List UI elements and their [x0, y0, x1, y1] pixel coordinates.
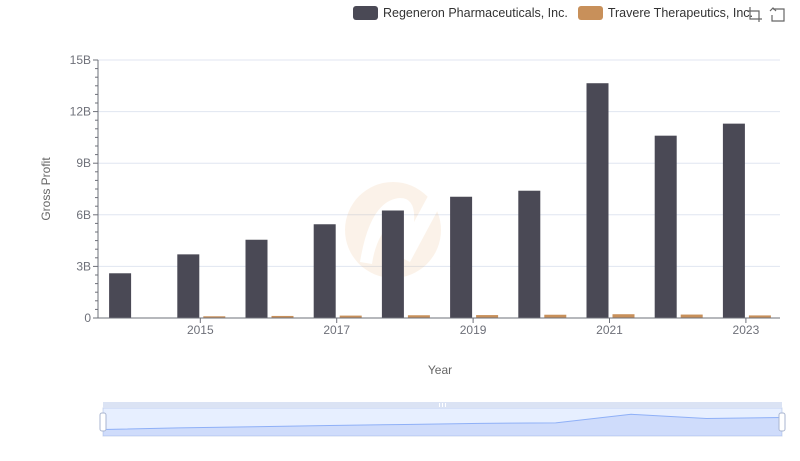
legend-item-regeneron[interactable]: Regeneron Pharmaceuticals, Inc. [353, 6, 568, 20]
y-tick-label: 0 [84, 311, 91, 325]
bar-travere [748, 315, 771, 318]
slider-track [102, 407, 783, 437]
bars [109, 83, 771, 318]
y-axis: 0 3B 6B 9B 12B 15B [70, 53, 99, 325]
zoom-icon[interactable] [746, 6, 763, 23]
legend: Regeneron Pharmaceuticals, Inc. Travere … [353, 4, 763, 22]
x-tick-label: 2017 [323, 323, 350, 337]
x-tick-label: 2023 [733, 323, 760, 337]
x-tick-label: 2021 [596, 323, 623, 337]
bar-regeneron [109, 273, 132, 318]
x-axis-title: Year [428, 363, 452, 377]
legend-label-regeneron: Regeneron Pharmaceuticals, Inc. [383, 6, 568, 20]
slider-preview-line [102, 413, 783, 430]
x-axis: 2015 2017 2019 2021 2023 [98, 317, 780, 337]
y-tick-label: 9B [76, 156, 91, 170]
bar-travere [476, 315, 499, 318]
bar-regeneron [586, 83, 609, 318]
bar-regeneron [450, 196, 473, 318]
legend-item-travere[interactable]: Travere Therapeutics, Inc. [577, 6, 754, 20]
bar-regeneron [245, 239, 268, 318]
y-tick-label: 12B [70, 105, 91, 119]
y-tick-label: 6B [76, 208, 91, 222]
y-axis-title: Gross Profit [39, 157, 53, 221]
slider-handle-left[interactable] [99, 412, 107, 432]
bar-regeneron [654, 135, 677, 318]
bar-travere [203, 316, 226, 318]
legend-swatch-regeneron [353, 6, 378, 20]
bar-regeneron [518, 190, 541, 318]
slider-preview-area [103, 414, 782, 436]
bar-travere [407, 315, 430, 318]
bar-regeneron [313, 224, 336, 318]
bar-regeneron [722, 123, 745, 318]
bar-travere [680, 314, 703, 318]
bar-travere [271, 315, 294, 318]
y-tick-label: 15B [70, 53, 91, 67]
slider-selected-range [103, 408, 782, 436]
x-tick-label: 2015 [187, 323, 214, 337]
legend-swatch-travere [577, 6, 603, 20]
bar-regeneron [381, 210, 404, 318]
data-zoom-slider[interactable] [99, 402, 786, 437]
y-tick-label: 3B [76, 259, 91, 273]
bar-travere [544, 314, 567, 318]
slider-handle-right[interactable] [778, 412, 786, 432]
x-tick-label: 2019 [460, 323, 487, 337]
bar-travere [612, 314, 635, 318]
restore-icon[interactable] [769, 6, 786, 23]
bar-regeneron [177, 254, 200, 318]
legend-label-travere: Travere Therapeutics, Inc. [607, 6, 754, 20]
bar-travere [339, 315, 362, 318]
toolbox [746, 6, 786, 23]
